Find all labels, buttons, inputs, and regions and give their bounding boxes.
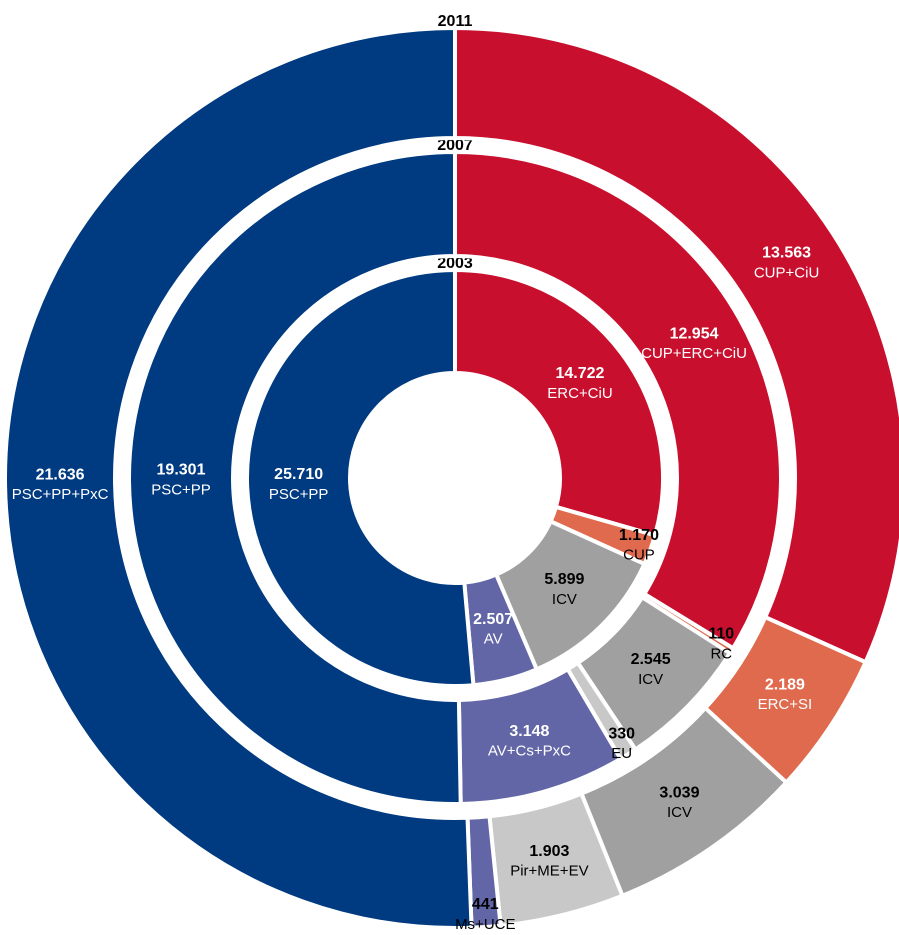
value-label: 110 bbox=[708, 626, 734, 643]
category-label: EU bbox=[611, 745, 632, 762]
category-label: ICV bbox=[667, 804, 692, 821]
category-label: PSC+PP+PxC bbox=[12, 486, 109, 503]
ring-name: 2007 bbox=[437, 137, 473, 154]
category-label: AV+Cs+PxC bbox=[488, 743, 571, 760]
category-label: Ms+UCE bbox=[455, 916, 515, 933]
segment bbox=[453, 149, 783, 651]
value-label: 19.301 bbox=[157, 462, 206, 479]
category-label: RC bbox=[710, 645, 732, 662]
value-label: 14.722 bbox=[556, 365, 605, 382]
value-label: 5.899 bbox=[544, 571, 584, 588]
value-label: 3.148 bbox=[509, 723, 549, 740]
category-label: ERC+CiU bbox=[547, 385, 612, 402]
value-label: 2.507 bbox=[473, 611, 513, 628]
category-label: ERC+SI bbox=[758, 696, 813, 713]
category-label: CUP+ERC+CiU bbox=[641, 345, 747, 362]
value-label: 21.636 bbox=[36, 466, 85, 483]
value-label: 2.545 bbox=[631, 651, 671, 668]
value-label: 25.710 bbox=[274, 466, 323, 483]
category-label: ICV bbox=[552, 591, 577, 608]
ring-name-bg bbox=[431, 14, 479, 30]
ring-name: 2011 bbox=[438, 13, 473, 30]
segment bbox=[245, 267, 476, 688]
ring-name-bg bbox=[431, 138, 479, 154]
value-label: 1.903 bbox=[529, 843, 569, 860]
value-label: 330 bbox=[608, 725, 635, 742]
value-label: 441 bbox=[472, 896, 499, 913]
segment bbox=[453, 25, 899, 665]
segment bbox=[127, 149, 463, 806]
ring-name-bg bbox=[431, 256, 479, 272]
category-label: PSC+PP bbox=[269, 486, 329, 503]
category-label: AV bbox=[484, 631, 503, 648]
value-label: 2.189 bbox=[765, 676, 805, 693]
category-label: ICV bbox=[638, 671, 663, 688]
value-label: 12.954 bbox=[670, 325, 719, 342]
value-label: 3.039 bbox=[659, 784, 699, 801]
category-label: PSC+PP bbox=[151, 481, 211, 498]
category-label: CUP bbox=[623, 547, 655, 564]
value-label: 13.563 bbox=[762, 245, 811, 262]
value-label: 1.170 bbox=[619, 527, 659, 544]
ring-name: 2003 bbox=[437, 255, 473, 272]
segment bbox=[453, 267, 665, 538]
segment bbox=[2, 25, 474, 930]
category-label: CUP+CiU bbox=[754, 264, 819, 281]
category-label: Pir+ME+EV bbox=[510, 863, 588, 880]
